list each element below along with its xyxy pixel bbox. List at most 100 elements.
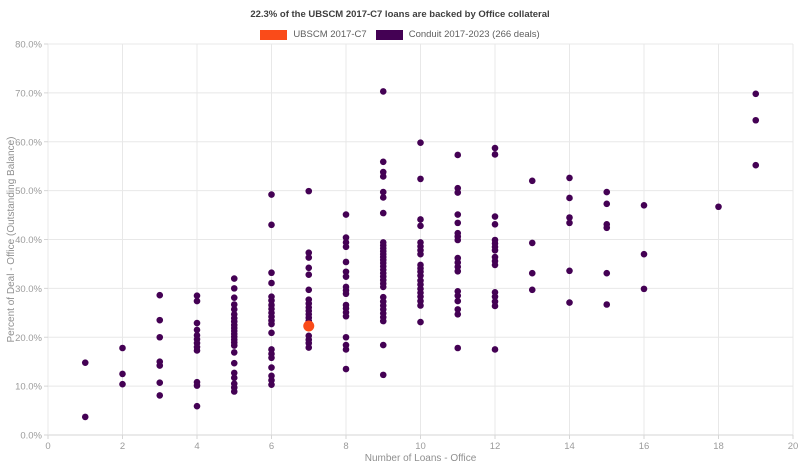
data-point[interactable]	[342, 243, 350, 251]
data-point[interactable]	[119, 370, 126, 378]
data-point[interactable]	[640, 250, 648, 258]
data-point[interactable]	[491, 246, 499, 254]
data-point[interactable]	[193, 297, 201, 305]
data-point[interactable]	[379, 188, 387, 196]
data-point[interactable]	[752, 116, 760, 124]
data-point[interactable]	[566, 219, 573, 227]
data-point[interactable]	[230, 285, 238, 292]
data-point[interactable]	[193, 402, 201, 410]
data-point[interactable]	[305, 187, 313, 195]
data-point[interactable]	[379, 283, 387, 291]
legend-item-conduit[interactable]: Conduit 2017-2023 (266 deals)	[375, 30, 540, 40]
data-point[interactable]	[156, 362, 164, 369]
data-point[interactable]	[417, 216, 424, 223]
data-point[interactable]	[752, 90, 760, 98]
data-point[interactable]	[342, 211, 350, 218]
data-point[interactable]	[417, 250, 424, 258]
data-point[interactable]	[119, 344, 126, 352]
data-point[interactable]	[417, 302, 424, 309]
data-point[interactable]	[640, 201, 648, 209]
data-point[interactable]	[119, 380, 126, 388]
data-point[interactable]	[603, 200, 611, 208]
data-point[interactable]	[156, 333, 164, 341]
data-point[interactable]	[156, 316, 164, 324]
data-point[interactable]	[417, 175, 424, 183]
data-point[interactable]	[230, 342, 238, 349]
data-point[interactable]	[491, 346, 499, 353]
data-point[interactable]	[454, 236, 462, 244]
data-point[interactable]	[305, 344, 313, 351]
data-point[interactable]	[603, 269, 611, 277]
data-point[interactable]	[491, 293, 499, 300]
data-point[interactable]	[491, 213, 499, 220]
data-point[interactable]	[454, 219, 462, 227]
data-point[interactable]	[230, 359, 238, 367]
data-point[interactable]	[81, 359, 89, 366]
data-point[interactable]	[454, 189, 462, 196]
data-point[interactable]	[566, 267, 573, 275]
data-point[interactable]	[230, 369, 238, 377]
data-point[interactable]	[268, 279, 275, 287]
data-point[interactable]	[342, 258, 350, 266]
data-point[interactable]	[305, 249, 313, 256]
data-point[interactable]	[230, 301, 238, 308]
data-point[interactable]	[81, 413, 89, 421]
data-point[interactable]	[715, 203, 722, 211]
data-point[interactable]	[342, 346, 350, 353]
data-point[interactable]	[454, 306, 462, 313]
data-point[interactable]	[417, 139, 424, 147]
data-point[interactable]	[566, 194, 573, 202]
data-point[interactable]	[193, 292, 201, 300]
legend-item-ubscm[interactable]: UBSCM 2017-C7	[260, 30, 367, 40]
data-point[interactable]	[379, 194, 387, 201]
data-point[interactable]	[454, 267, 462, 275]
data-point[interactable]	[342, 273, 350, 280]
data-point[interactable]	[342, 365, 350, 373]
data-point[interactable]	[491, 261, 499, 269]
data-point[interactable]	[528, 177, 536, 185]
data-point[interactable]	[193, 326, 201, 334]
data-point[interactable]	[303, 320, 315, 332]
data-point[interactable]	[305, 254, 313, 261]
data-point[interactable]	[193, 382, 201, 389]
data-point[interactable]	[491, 302, 499, 310]
data-point[interactable]	[379, 209, 387, 217]
data-point[interactable]	[417, 318, 424, 326]
data-point[interactable]	[566, 174, 573, 182]
data-point[interactable]	[454, 211, 462, 218]
data-point[interactable]	[342, 333, 350, 341]
data-point[interactable]	[566, 214, 573, 221]
data-point[interactable]	[603, 224, 611, 232]
data-point[interactable]	[491, 221, 499, 228]
data-point[interactable]	[454, 151, 462, 159]
data-point[interactable]	[305, 271, 313, 278]
data-point[interactable]	[379, 158, 387, 166]
data-point[interactable]	[342, 290, 350, 298]
data-point[interactable]	[230, 349, 238, 356]
data-point[interactable]	[417, 222, 424, 230]
data-point[interactable]	[156, 291, 164, 299]
data-point[interactable]	[230, 374, 238, 382]
data-point[interactable]	[342, 234, 350, 241]
data-point[interactable]	[528, 239, 536, 247]
data-point[interactable]	[379, 317, 387, 325]
data-point[interactable]	[342, 268, 350, 276]
data-point[interactable]	[342, 312, 350, 320]
data-point[interactable]	[268, 354, 275, 362]
data-point[interactable]	[454, 297, 462, 305]
data-point[interactable]	[268, 221, 275, 229]
data-point[interactable]	[268, 329, 275, 337]
data-point[interactable]	[528, 286, 536, 294]
data-point[interactable]	[603, 188, 611, 196]
data-point[interactable]	[193, 347, 201, 354]
data-point[interactable]	[417, 272, 424, 279]
data-point[interactable]	[491, 151, 499, 158]
data-point[interactable]	[454, 292, 462, 300]
data-point[interactable]	[305, 264, 313, 272]
data-point[interactable]	[230, 388, 238, 395]
data-point[interactable]	[268, 320, 275, 328]
data-point[interactable]	[603, 301, 611, 308]
data-point[interactable]	[528, 269, 536, 277]
data-point[interactable]	[268, 269, 275, 277]
data-point[interactable]	[379, 371, 387, 379]
